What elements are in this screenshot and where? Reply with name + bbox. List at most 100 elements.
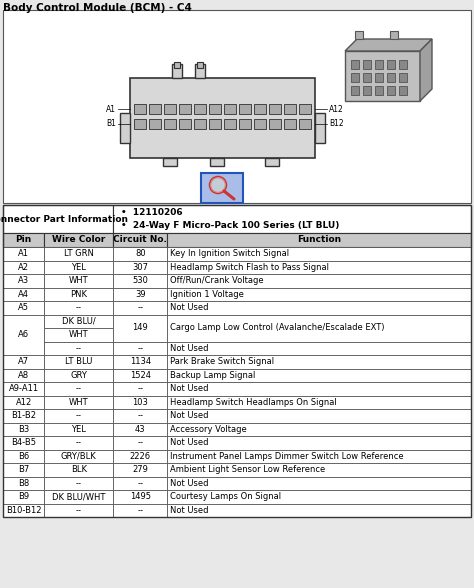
Text: •  12110206: • 12110206: [121, 208, 183, 218]
Bar: [167, 233, 471, 247]
Bar: [254, 104, 266, 114]
Bar: [113, 503, 167, 517]
Text: 80: 80: [135, 249, 146, 258]
Bar: [167, 490, 471, 503]
Bar: [113, 396, 167, 409]
Bar: [3, 436, 44, 449]
Bar: [3, 423, 44, 436]
Text: DK BLU/WHT: DK BLU/WHT: [52, 492, 106, 501]
Text: WHT: WHT: [69, 397, 89, 407]
Bar: [3, 205, 113, 233]
Text: PNK: PNK: [70, 290, 87, 299]
Bar: [167, 423, 471, 436]
Text: 530: 530: [132, 276, 148, 285]
Bar: [113, 463, 167, 476]
Bar: [44, 396, 113, 409]
Bar: [172, 64, 182, 78]
Bar: [113, 288, 167, 301]
Bar: [44, 233, 113, 247]
Bar: [3, 288, 44, 301]
Text: --: --: [137, 506, 143, 514]
Bar: [44, 490, 113, 503]
Text: A1: A1: [18, 249, 29, 258]
Bar: [113, 205, 471, 233]
Bar: [284, 119, 296, 129]
Text: A4: A4: [18, 290, 29, 299]
Bar: [3, 463, 44, 476]
Bar: [113, 490, 167, 503]
Text: WHT: WHT: [69, 276, 89, 285]
Bar: [44, 274, 113, 288]
Text: Courtesy Lamps On Signal: Courtesy Lamps On Signal: [170, 492, 282, 501]
Bar: [134, 119, 146, 129]
Bar: [113, 436, 167, 449]
Bar: [167, 260, 471, 274]
Text: Not Used: Not Used: [170, 384, 209, 393]
Bar: [284, 104, 296, 114]
Bar: [113, 423, 167, 436]
Polygon shape: [345, 39, 432, 51]
Bar: [113, 355, 167, 369]
Bar: [3, 10, 471, 203]
Text: --: --: [76, 506, 82, 514]
Bar: [355, 31, 363, 39]
Bar: [3, 247, 44, 260]
Text: YEL: YEL: [72, 425, 86, 434]
Bar: [399, 73, 407, 82]
Bar: [167, 503, 471, 517]
Bar: [149, 119, 161, 129]
Bar: [167, 355, 471, 369]
Text: --: --: [76, 479, 82, 488]
Bar: [167, 288, 471, 301]
Text: GRY/BLK: GRY/BLK: [61, 452, 97, 461]
Bar: [167, 476, 471, 490]
Text: Not Used: Not Used: [170, 506, 209, 514]
Bar: [375, 73, 383, 82]
Bar: [194, 104, 206, 114]
Text: --: --: [137, 384, 143, 393]
Text: B8: B8: [18, 479, 29, 488]
Bar: [363, 60, 371, 69]
Bar: [375, 60, 383, 69]
Text: A8: A8: [18, 371, 29, 380]
Text: B1-B2: B1-B2: [11, 411, 36, 420]
Bar: [44, 476, 113, 490]
Text: Function: Function: [297, 236, 341, 245]
Bar: [351, 86, 359, 95]
Bar: [164, 104, 176, 114]
Text: A9-A11: A9-A11: [9, 384, 39, 393]
Text: A12: A12: [329, 105, 344, 113]
Text: Not Used: Not Used: [170, 438, 209, 447]
Text: A3: A3: [18, 276, 29, 285]
Text: --: --: [137, 303, 143, 312]
Text: Headlamp Switch Flash to Pass Signal: Headlamp Switch Flash to Pass Signal: [170, 263, 329, 272]
Text: Accessory Voltage: Accessory Voltage: [170, 425, 247, 434]
Bar: [167, 301, 471, 315]
Bar: [269, 104, 281, 114]
Text: Pin: Pin: [16, 236, 32, 245]
Bar: [167, 436, 471, 449]
Bar: [44, 436, 113, 449]
Bar: [113, 260, 167, 274]
Bar: [363, 73, 371, 82]
Bar: [167, 396, 471, 409]
Bar: [44, 423, 113, 436]
Bar: [113, 476, 167, 490]
Bar: [167, 247, 471, 260]
Bar: [163, 158, 177, 166]
Bar: [113, 315, 167, 342]
Bar: [254, 119, 266, 129]
Bar: [210, 158, 224, 166]
Bar: [3, 449, 44, 463]
Bar: [399, 86, 407, 95]
Bar: [239, 104, 251, 114]
Bar: [315, 113, 325, 143]
Text: --: --: [76, 344, 82, 353]
Text: A12: A12: [16, 397, 32, 407]
Text: Connector Part Information: Connector Part Information: [0, 215, 128, 223]
Bar: [167, 382, 471, 396]
Bar: [44, 463, 113, 476]
Text: B1: B1: [106, 119, 116, 129]
Text: Backup Lamp Signal: Backup Lamp Signal: [170, 371, 255, 380]
Text: Cargo Lamp Low Control (Avalanche/Escalade EXT): Cargo Lamp Low Control (Avalanche/Escala…: [170, 323, 385, 332]
